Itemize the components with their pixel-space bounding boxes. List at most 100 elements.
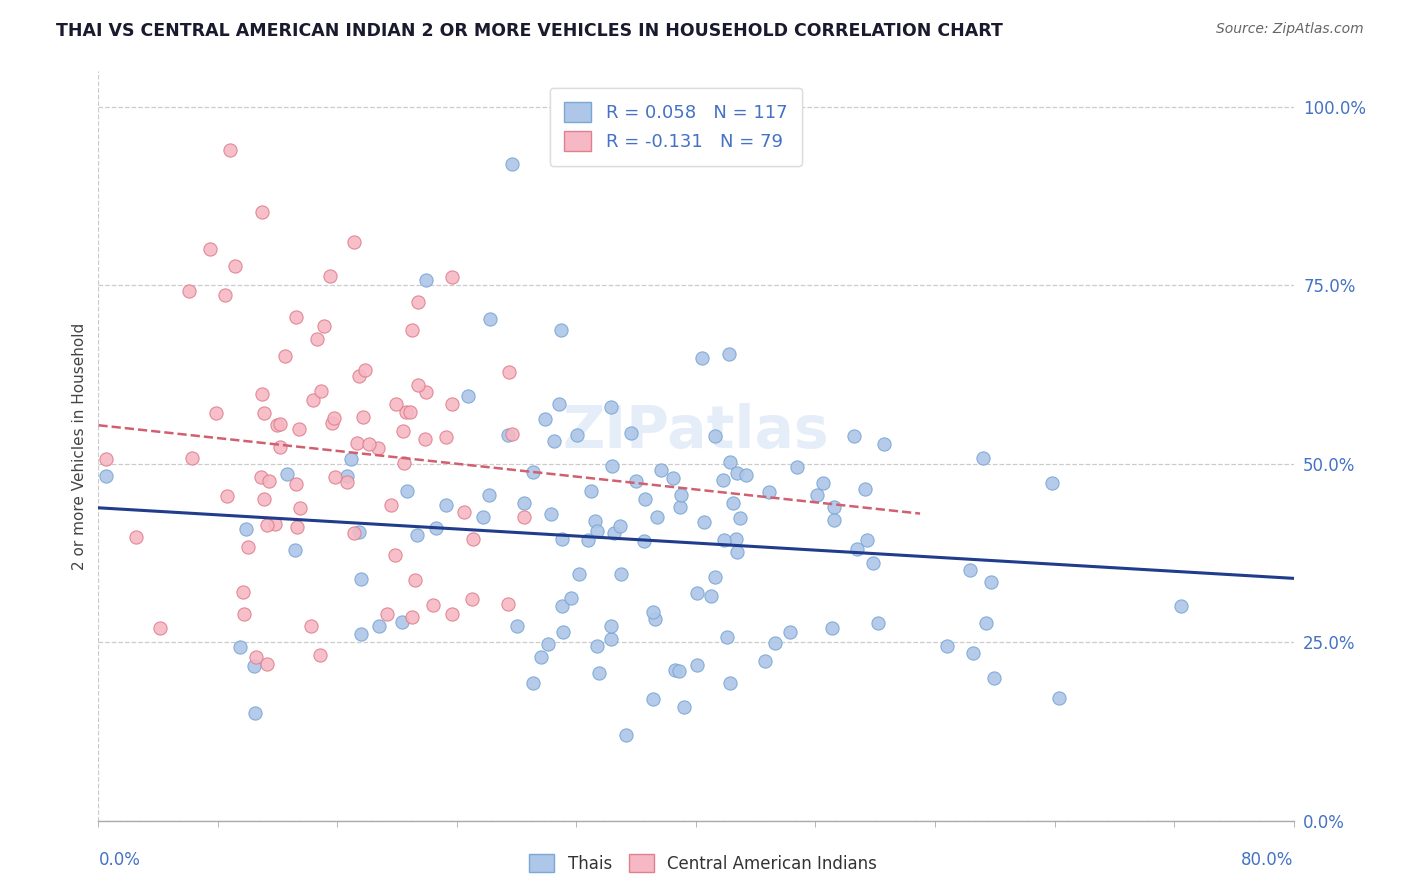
Point	[873, 437, 896, 451]
Point	[672, 700, 695, 714]
Point	[853, 483, 876, 497]
Point	[551, 599, 574, 614]
Point	[806, 488, 828, 502]
Point	[321, 416, 343, 430]
Point	[434, 430, 457, 444]
Point	[368, 619, 391, 633]
Text: THAI VS CENTRAL AMERICAN INDIAN 2 OR MORE VEHICLES IN HOUSEHOLD CORRELATION CHAR: THAI VS CENTRAL AMERICAN INDIAN 2 OR MOR…	[56, 22, 1002, 40]
Point	[245, 706, 267, 721]
Point	[312, 318, 335, 333]
Point	[253, 492, 276, 507]
Point	[498, 365, 520, 379]
Point	[704, 570, 727, 584]
Point	[253, 406, 276, 420]
Point	[522, 675, 544, 690]
Point	[534, 411, 557, 425]
Point	[610, 567, 633, 582]
Point	[352, 410, 374, 425]
Point	[392, 424, 415, 438]
Point	[396, 483, 419, 498]
Text: Source: ZipAtlas.com: Source: ZipAtlas.com	[1216, 22, 1364, 37]
Point	[353, 363, 375, 377]
Point	[685, 658, 707, 673]
Point	[285, 476, 308, 491]
Point	[284, 542, 307, 557]
Point	[347, 525, 370, 540]
Point	[276, 467, 298, 482]
Point	[936, 639, 959, 653]
Point	[718, 455, 741, 469]
Point	[453, 505, 475, 519]
Point	[347, 368, 370, 383]
Point	[501, 426, 523, 441]
Point	[506, 619, 529, 633]
Point	[343, 235, 366, 250]
Point	[406, 295, 429, 310]
Point	[149, 621, 172, 635]
Point	[478, 488, 501, 502]
Point	[713, 533, 735, 548]
Point	[94, 452, 117, 467]
Point	[724, 532, 747, 546]
Point	[567, 428, 589, 442]
Legend: R = 0.058   N = 117, R = -0.131   N = 79: R = 0.058 N = 117, R = -0.131 N = 79	[550, 88, 801, 166]
Point	[323, 470, 346, 484]
Point	[385, 397, 408, 411]
Point	[693, 515, 716, 529]
Point	[284, 310, 307, 325]
Point	[264, 516, 287, 531]
Point	[94, 469, 117, 483]
Point	[725, 545, 748, 559]
Point	[367, 441, 389, 455]
Point	[384, 548, 406, 562]
Point	[288, 422, 311, 436]
Point	[862, 556, 884, 570]
Point	[343, 525, 366, 540]
Point	[846, 541, 869, 556]
Point	[415, 384, 437, 399]
Point	[425, 521, 447, 535]
Point	[339, 452, 361, 467]
Point	[560, 591, 582, 605]
Point	[479, 312, 502, 326]
Point	[496, 597, 519, 611]
Point	[1170, 599, 1192, 613]
Legend: Thais, Central American Indians: Thais, Central American Indians	[523, 847, 883, 880]
Point	[257, 474, 280, 488]
Point	[668, 500, 690, 515]
Point	[401, 323, 423, 337]
Point	[647, 510, 669, 524]
Point	[550, 533, 572, 547]
Y-axis label: 2 or more Vehicles in Household: 2 or more Vehicles in Household	[72, 322, 87, 570]
Point	[690, 351, 713, 366]
Point	[406, 378, 429, 392]
Point	[232, 607, 254, 621]
Point	[599, 632, 621, 647]
Point	[299, 618, 322, 632]
Text: ZIPatlas: ZIPatlas	[562, 402, 830, 459]
Point	[301, 392, 323, 407]
Point	[256, 657, 278, 671]
Point	[404, 573, 426, 587]
Point	[307, 333, 329, 347]
Point	[413, 432, 436, 446]
Point	[823, 513, 845, 527]
Point	[250, 204, 273, 219]
Point	[219, 143, 242, 157]
Point	[763, 636, 786, 650]
Point	[962, 646, 984, 660]
Point	[181, 451, 204, 466]
Point	[540, 507, 562, 521]
Point	[700, 589, 723, 603]
Point	[228, 640, 250, 654]
Point	[754, 654, 776, 668]
Point	[811, 476, 834, 491]
Point	[568, 566, 591, 581]
Point	[336, 469, 359, 483]
Point	[359, 437, 381, 451]
Point	[440, 607, 463, 621]
Point	[205, 406, 228, 420]
Point	[718, 676, 741, 690]
Point	[394, 456, 416, 470]
Point	[633, 533, 655, 548]
